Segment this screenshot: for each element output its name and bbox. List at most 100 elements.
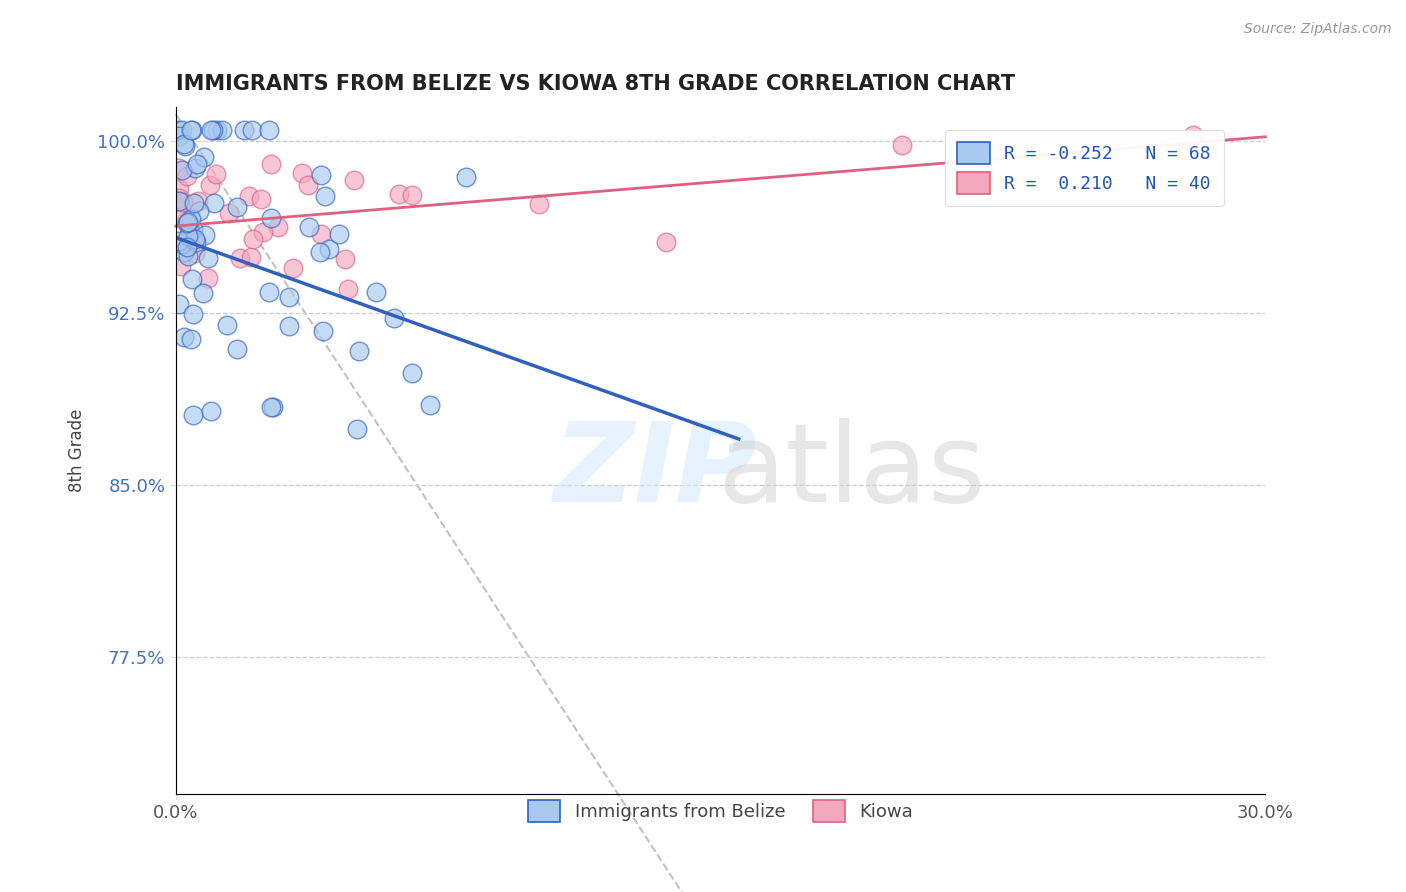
Point [277, 318, 299, 333]
Point [346, 422, 368, 436]
Point [419, 398, 441, 412]
Point [297, 178, 319, 193]
Point [184, 235, 207, 249]
Point [200, 123, 222, 137]
Point [179, 235, 201, 249]
Point [333, 252, 356, 266]
Point [655, 235, 678, 249]
Point [891, 137, 914, 152]
Point [1181, 128, 1204, 142]
Text: ZIP: ZIP [554, 417, 756, 524]
Point [281, 260, 304, 275]
Point [173, 330, 195, 344]
Point [260, 400, 283, 414]
Point [298, 220, 321, 235]
Point [401, 367, 423, 381]
Point [169, 234, 191, 248]
Text: Source: ZipAtlas.com: Source: ZipAtlas.com [1244, 22, 1392, 37]
Point [259, 123, 281, 137]
Point [177, 249, 200, 263]
Point [328, 227, 350, 242]
Point [215, 318, 238, 332]
Point [176, 215, 198, 229]
Point [252, 225, 274, 239]
Point [200, 404, 222, 418]
Point [181, 233, 204, 247]
Point [170, 259, 193, 273]
Point [218, 206, 240, 220]
Point [169, 191, 191, 205]
Point [309, 227, 332, 241]
Point [382, 310, 405, 325]
Point [312, 325, 335, 339]
Point [364, 285, 387, 299]
Point [239, 250, 262, 264]
Point [169, 194, 191, 209]
Point [176, 240, 198, 254]
Point [183, 196, 205, 211]
Point [176, 217, 198, 231]
Point [238, 189, 260, 203]
Point [188, 203, 211, 218]
Point [240, 123, 263, 137]
Point [170, 237, 193, 252]
Point [205, 167, 228, 181]
Point [456, 169, 478, 184]
Point [183, 232, 205, 246]
Point [181, 307, 204, 321]
Point [169, 129, 191, 144]
Point [205, 123, 228, 137]
Point [173, 245, 195, 260]
Point [225, 200, 247, 214]
Point [173, 137, 195, 152]
Point [180, 123, 202, 137]
Text: atlas: atlas [717, 417, 986, 524]
Point [191, 286, 214, 301]
Point [169, 211, 191, 225]
Point [337, 282, 360, 296]
Point [262, 400, 284, 414]
Point [211, 123, 233, 137]
Point [174, 139, 197, 153]
Point [169, 194, 191, 209]
Point [318, 242, 340, 256]
Point [291, 166, 314, 180]
Point [193, 150, 215, 164]
Point [194, 227, 217, 242]
Point [229, 251, 252, 265]
Point [250, 192, 273, 206]
Point [169, 296, 191, 310]
Point [197, 271, 219, 285]
Point [225, 342, 247, 356]
Point [174, 213, 197, 227]
Point [172, 123, 194, 137]
Point [180, 123, 202, 137]
Point [309, 245, 332, 260]
Point [169, 123, 191, 137]
Point [176, 229, 198, 244]
Point [180, 332, 202, 346]
Point [183, 409, 205, 423]
Point [169, 161, 191, 175]
Point [186, 157, 208, 171]
Point [202, 196, 225, 211]
Point [170, 163, 193, 178]
Point [278, 290, 301, 304]
Point [267, 219, 290, 234]
Y-axis label: 8th Grade: 8th Grade [69, 409, 86, 492]
Point [388, 186, 411, 201]
Point [201, 123, 224, 137]
Point [343, 173, 366, 187]
Point [176, 216, 198, 230]
Point [198, 178, 221, 193]
Point [176, 169, 198, 184]
Point [180, 212, 202, 227]
Point [242, 232, 264, 246]
Point [187, 194, 209, 208]
Point [183, 221, 205, 235]
Point [232, 123, 254, 137]
Point [314, 188, 336, 202]
Point [259, 157, 281, 171]
Text: IMMIGRANTS FROM BELIZE VS KIOWA 8TH GRADE CORRELATION CHART: IMMIGRANTS FROM BELIZE VS KIOWA 8TH GRAD… [176, 74, 1015, 95]
Point [401, 187, 423, 202]
